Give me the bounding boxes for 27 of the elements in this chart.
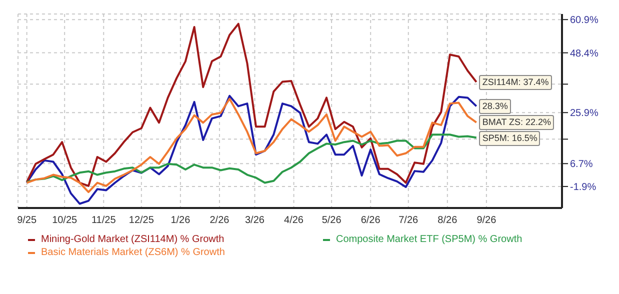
y-tick-label: -1.9% (570, 182, 596, 194)
x-tick-label: 12/25 (128, 215, 154, 226)
y-tick-label: 6.7% (570, 159, 593, 170)
x-tick-label: 11/25 (91, 215, 116, 226)
y-tick-label: 25.9% (570, 108, 598, 120)
x-tick-label: 9/26 (476, 215, 497, 226)
x-tick-label: 5/26 (322, 215, 342, 226)
x-tick-label: 1/26 (170, 215, 191, 226)
x-tick-label: 10/25 (52, 215, 78, 226)
x-tick-label: 9/25 (17, 215, 37, 226)
y-tick-label: 60.9% (570, 15, 598, 26)
x-tick-label: 3/26 (245, 215, 265, 226)
line-series (26, 134, 478, 184)
x-tick-label: 6/26 (360, 215, 381, 226)
legend-label: Basic Materials Market (ZS6M) % Growth (41, 247, 225, 258)
annotation: SP5M: 16.5% (479, 130, 540, 146)
x-tick-label: 8/26 (438, 215, 458, 226)
annotation: ZSI114M: 37.4% (479, 75, 552, 90)
y-tick-label: 48.4% (570, 48, 598, 60)
legend-label: Mining-Gold Market (ZSI114M) % Growth (41, 234, 224, 245)
x-tick-label: 4/26 (284, 215, 304, 226)
x-tick-label: 2/26 (210, 215, 230, 226)
legend-label: Composite Market ETF (SP5M) % Growth (336, 234, 522, 245)
annotation: BMAT ZS: 22.2% (479, 115, 554, 130)
line-series (26, 22, 478, 187)
x-tick-label: 7/26 (398, 215, 419, 226)
annotation: 28.3% (479, 99, 511, 114)
